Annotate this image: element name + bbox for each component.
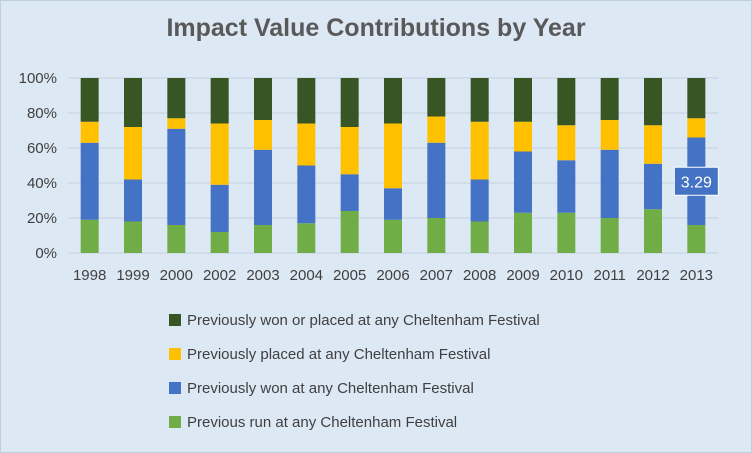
x-tick-label: 2012 [636, 267, 669, 284]
bar-segment-2013-s3 [687, 118, 706, 138]
bar-segment-2002-s3 [210, 123, 229, 185]
bar-segment-2005-s2 [340, 174, 359, 211]
y-tick-label: 0% [35, 245, 57, 262]
bar-segment-2002-s1 [210, 232, 229, 253]
bar-segment-2013-s1 [687, 225, 706, 253]
bar-segment-2000-s3 [167, 118, 186, 129]
x-tick-label: 2004 [290, 267, 323, 284]
bar-segment-2006-s2 [384, 188, 402, 220]
x-tick-label: 2006 [376, 267, 409, 284]
data-label-box [673, 166, 719, 196]
bar-segment-2012-s2 [644, 163, 662, 210]
bar-segment-2003-s2 [254, 149, 272, 225]
bar-segment-2000-s4 [167, 78, 186, 119]
x-tick-label: 2009 [506, 267, 539, 284]
bar-segment-2009-s1 [514, 212, 532, 253]
bar-segment-2007-s3 [427, 116, 446, 143]
chart-title: Impact Value Contributions by Year [166, 14, 586, 42]
bar-segment-2003-s4 [254, 78, 272, 120]
legend-swatch [169, 416, 181, 428]
bar-segment-2011-s3 [600, 120, 619, 150]
bar-segment-2006-s1 [384, 219, 402, 253]
bar-segment-2008-s3 [470, 121, 489, 180]
bar-segment-2007-s1 [427, 218, 446, 253]
bar-segment-2010-s1 [557, 212, 576, 253]
x-tick-label: 2005 [333, 267, 366, 284]
bar-segment-2013-s4 [687, 78, 706, 119]
bar-segment-2011-s1 [600, 218, 619, 253]
bar-segment-2000-s1 [167, 225, 186, 253]
bar-segment-2010-s2 [557, 160, 576, 213]
legend-label: Previously placed at any Cheltenham Fest… [187, 346, 491, 363]
bar-segment-2006-s4 [384, 78, 402, 124]
bar-segment-2002-s2 [210, 184, 229, 232]
bar-segment-2008-s4 [470, 78, 489, 122]
x-tick-label: 2013 [680, 267, 713, 284]
x-tick-label: 1999 [116, 267, 149, 284]
x-tick-label: 2011 [594, 267, 626, 284]
bar-segment-1998-s1 [80, 219, 99, 253]
legend-label: Previously won at any Cheltenham Festiva… [187, 380, 474, 397]
bar-segment-2012-s3 [644, 125, 662, 164]
legend-swatch [169, 314, 181, 326]
bar-segment-2012-s4 [644, 78, 662, 126]
legend-swatch [169, 348, 181, 360]
x-tick-label: 2000 [160, 267, 193, 284]
bar-segment-1998-s3 [80, 121, 99, 143]
bar-segment-1998-s4 [80, 78, 99, 122]
bar-segment-1999-s2 [124, 179, 142, 222]
bar-segment-1999-s1 [124, 221, 142, 253]
bar-segment-2003-s1 [254, 225, 272, 253]
bar-segment-2007-s2 [427, 142, 446, 218]
bar-segment-1998-s2 [80, 142, 99, 220]
bar-segment-2009-s3 [514, 121, 532, 152]
bar-segment-2008-s2 [470, 179, 489, 222]
legend-swatch [169, 382, 181, 394]
y-tick-label: 100% [19, 70, 57, 87]
bar-segment-2004-s1 [297, 223, 316, 253]
x-tick-label: 1998 [73, 267, 106, 284]
bar-segment-2000-s2 [167, 128, 186, 225]
legend-label: Previous run at any Cheltenham Festival [187, 414, 457, 431]
data-label: 3.29 [681, 174, 712, 191]
bar-segment-2004-s2 [297, 165, 316, 224]
bar-segment-1999-s3 [124, 127, 142, 180]
y-tick-label: 80% [27, 105, 57, 122]
bar-segment-2003-s3 [254, 120, 272, 150]
bar-segment-2004-s4 [297, 78, 316, 124]
y-tick-label: 20% [27, 210, 57, 227]
bar-segment-2011-s4 [600, 78, 619, 120]
bar-segment-2005-s3 [340, 127, 359, 175]
bar-segment-2002-s4 [210, 78, 229, 124]
bar-segment-2007-s4 [427, 78, 446, 117]
bar-segment-2012-s1 [644, 209, 662, 253]
x-tick-label: 2010 [550, 267, 583, 284]
bar-segment-2008-s1 [470, 221, 489, 253]
bar-segment-2011-s2 [600, 149, 619, 218]
x-tick-label: 2008 [463, 267, 496, 284]
bar-segment-2010-s3 [557, 125, 576, 161]
x-tick-label: 2007 [420, 267, 453, 284]
bar-segment-2006-s3 [384, 123, 402, 189]
bar-segment-2010-s4 [557, 78, 576, 126]
bar-segment-2005-s1 [340, 211, 359, 253]
x-tick-label: 2003 [246, 267, 279, 284]
y-tick-label: 40% [27, 175, 57, 192]
x-tick-label: 2002 [203, 267, 236, 284]
bar-segment-2009-s4 [514, 78, 532, 122]
bar-segment-1999-s4 [124, 78, 142, 127]
y-tick-label: 60% [27, 140, 57, 157]
bar-segment-2005-s4 [340, 78, 359, 127]
legend-label: Previously won or placed at any Cheltenh… [187, 312, 540, 329]
bar-segment-2004-s3 [297, 123, 316, 166]
bar-segment-2009-s2 [514, 151, 532, 213]
